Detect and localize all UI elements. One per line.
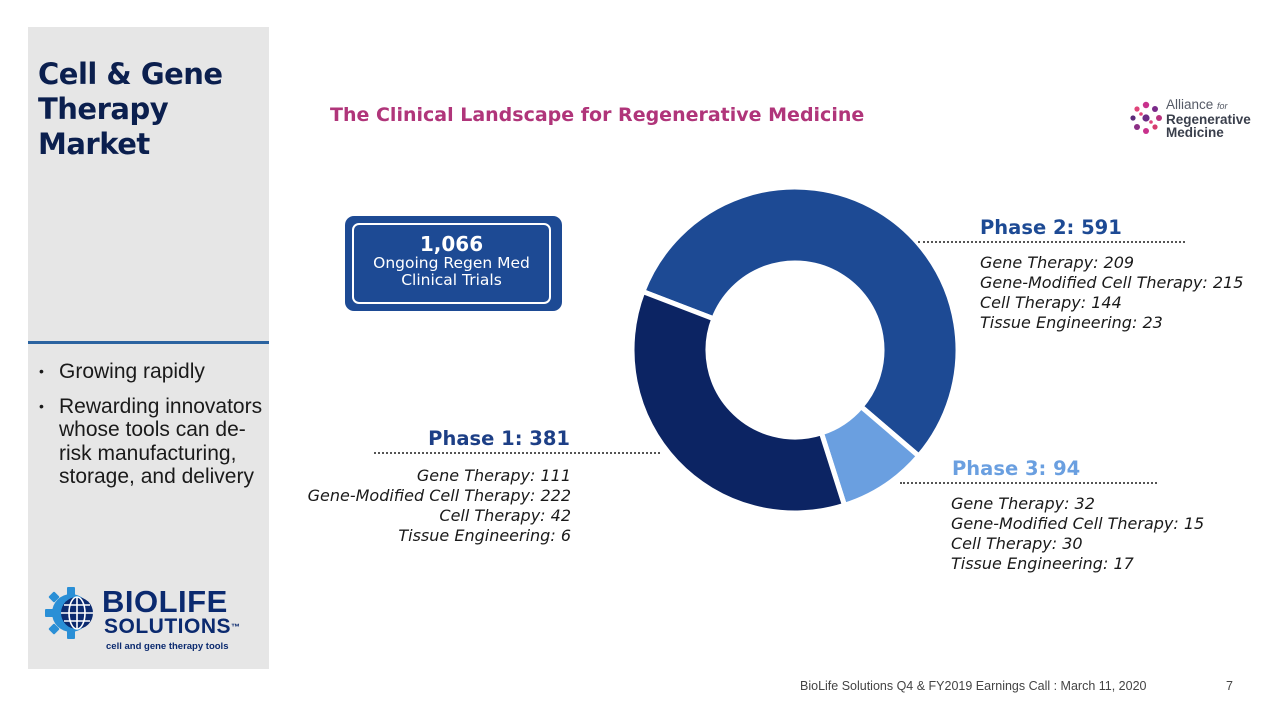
logo-trademark: ™: [231, 622, 241, 632]
donut-slice-phase-1: [629, 289, 847, 516]
breakdown-item: Gene-Modified Cell Therapy: 222: [307, 486, 571, 505]
alliance-line1: Alliance: [1166, 97, 1214, 112]
breakdown-item: Gene Therapy: 111: [416, 466, 571, 485]
breakdown-item: Tissue Engineering: 23: [980, 313, 1163, 332]
logo-wordmark-sub: SOLUTIONS™: [104, 616, 241, 638]
section-title: Cell & Gene Therapy Market: [38, 57, 223, 161]
total-trials-value: 1,066: [419, 232, 484, 256]
leader-line: [900, 482, 1157, 484]
alliance-line3: Medicine: [1166, 125, 1224, 140]
footer-text: BioLife Solutions Q4 & FY2019 Earnings C…: [800, 679, 1147, 693]
donut-slice-phase-2: [640, 184, 961, 459]
bullet-text: Growing rapidly: [59, 360, 205, 383]
phase-label: Phase 1: 381: [428, 427, 570, 450]
bullet-item: • Growing rapidly: [39, 360, 205, 383]
alliance-wordmark: Alliance for Regenerative Medicine: [1166, 97, 1251, 140]
logo-wordmark: BIOLIFE: [102, 584, 228, 619]
breakdown-item: Cell Therapy: 42: [439, 506, 571, 525]
logo-tagline: cell and gene therapy tools: [106, 641, 229, 652]
breakdown-item: Cell Therapy: 144: [980, 293, 1122, 312]
breakdown-item: Gene-Modified Cell Therapy: 215: [980, 273, 1244, 292]
alliance-for: for: [1217, 101, 1228, 111]
total-trials-label: Ongoing Regen Med Clinical Trials: [373, 254, 530, 289]
breakdown-item: Gene Therapy: 32: [951, 494, 1095, 513]
alliance-line2: Regenerative: [1166, 112, 1251, 127]
sidebar-panel: Cell & Gene Therapy Market • Growing rapi…: [28, 27, 269, 669]
bullet-text: Rewarding innovators whose tools can de-…: [59, 394, 263, 489]
donut-chart: [629, 184, 961, 516]
breakdown-item: Tissue Engineering: 6: [398, 526, 571, 545]
biolife-logo: BIOLIFE SOLUTIONS™ cell and gene therapy…: [44, 583, 254, 653]
bullet-list: • Growing rapidly • Rewarding innovators w…: [38, 360, 263, 500]
breakdown-item: Gene Therapy: 209: [980, 253, 1135, 272]
bullet-item: • Rewarding innovators whose tools can de…: [39, 394, 263, 489]
leader-line: [918, 241, 1185, 243]
leader-line: [374, 452, 660, 454]
dots-cluster-icon: [1130, 101, 1162, 134]
phase-breakdown: Gene Therapy: 209 Gene-Modified Cell The…: [980, 253, 1243, 333]
breakdown-item: Gene-Modified Cell Therapy: 15: [951, 514, 1205, 533]
phase-label: Phase 3: 94: [952, 457, 1081, 480]
breakdown-item: Tissue Engineering: 17: [951, 554, 1134, 573]
phase-breakdown: Gene Therapy: 111 Gene-Modified Cell The…: [280, 466, 571, 546]
phase-label: Phase 2: 591: [980, 216, 1122, 239]
total-trials-inner: 1,066 Ongoing Regen Med Clinical Trials: [352, 223, 551, 304]
alliance-logo: Alliance for Regenerative Medicine: [1128, 98, 1258, 140]
phase-breakdown: Gene Therapy: 32 Gene-Modified Cell Ther…: [951, 494, 1204, 574]
breakdown-item: Cell Therapy: 30: [951, 534, 1083, 553]
logo-word-solutions: SOLUTIONS: [104, 615, 232, 638]
globe-gear-icon: [45, 587, 93, 639]
divider: [28, 341, 269, 344]
total-trials-box: 1,066 Ongoing Regen Med Clinical Trials: [345, 216, 562, 311]
page-number: 7: [1226, 679, 1233, 693]
chart-title: The Clinical Landscape for Regenerative …: [330, 104, 865, 126]
